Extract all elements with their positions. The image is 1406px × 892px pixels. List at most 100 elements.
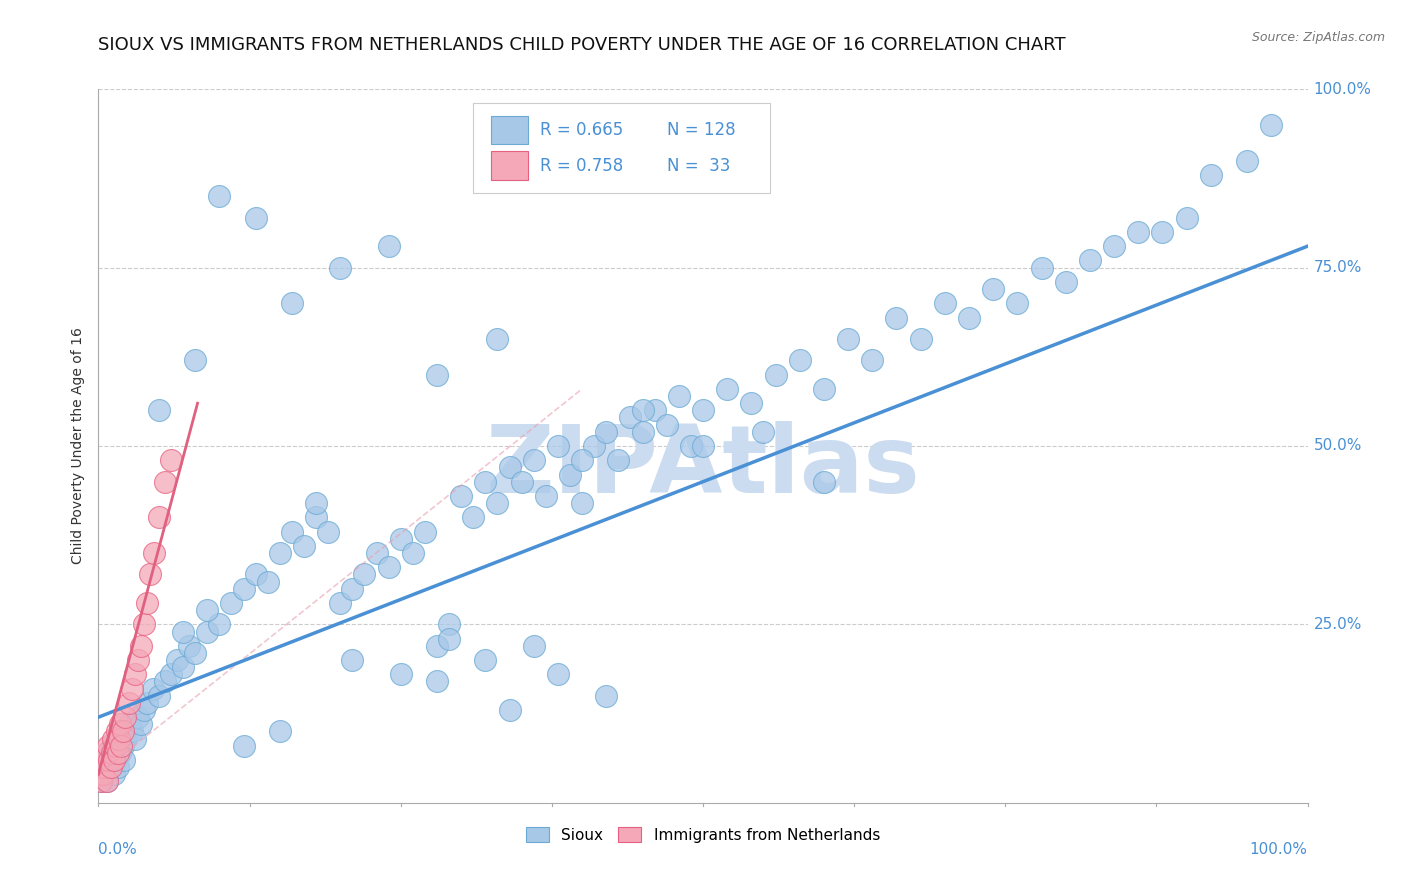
- Text: 25.0%: 25.0%: [1313, 617, 1362, 632]
- Point: [135, 696, 157, 710]
- Point: [195, 603, 218, 617]
- Point: [752, 425, 775, 439]
- Point: [1128, 225, 1150, 239]
- Point: [118, 717, 141, 731]
- Point: [101, 746, 124, 760]
- Point: [124, 731, 146, 746]
- Point: [1007, 296, 1029, 310]
- Text: N =  33: N = 33: [666, 157, 730, 175]
- Point: [245, 567, 267, 582]
- Point: [98, 753, 121, 767]
- Point: [107, 760, 129, 774]
- Point: [1152, 225, 1174, 239]
- Point: [179, 639, 201, 653]
- Point: [607, 453, 630, 467]
- Point: [101, 731, 124, 746]
- Point: [463, 510, 485, 524]
- Point: [269, 546, 291, 560]
- Point: [96, 774, 118, 789]
- Point: [957, 310, 980, 325]
- Point: [121, 681, 143, 696]
- Text: 100.0%: 100.0%: [1250, 842, 1308, 857]
- Point: [305, 496, 328, 510]
- Point: [97, 746, 120, 760]
- Point: [389, 532, 412, 546]
- Point: [184, 646, 207, 660]
- Point: [129, 717, 152, 731]
- Point: [1054, 275, 1077, 289]
- Point: [426, 674, 449, 689]
- Point: [97, 739, 120, 753]
- Point: [523, 639, 546, 653]
- Point: [103, 753, 125, 767]
- Point: [108, 746, 131, 760]
- Point: [91, 753, 114, 767]
- Point: [93, 767, 115, 781]
- Point: [886, 310, 908, 325]
- Point: [366, 546, 388, 560]
- Point: [342, 653, 364, 667]
- Point: [100, 753, 122, 767]
- Legend: Sioux, Immigrants from Netherlands: Sioux, Immigrants from Netherlands: [520, 821, 886, 848]
- Text: 50.0%: 50.0%: [1313, 439, 1362, 453]
- FancyBboxPatch shape: [474, 103, 769, 193]
- Point: [1260, 118, 1282, 132]
- Point: [692, 439, 714, 453]
- Point: [426, 639, 449, 653]
- Point: [558, 467, 581, 482]
- Point: [134, 703, 156, 717]
- Point: [619, 410, 641, 425]
- Point: [389, 667, 412, 681]
- Point: [114, 731, 136, 746]
- Point: [498, 703, 520, 717]
- Point: [668, 389, 690, 403]
- Point: [93, 760, 115, 774]
- Point: [127, 653, 149, 667]
- Point: [305, 510, 328, 524]
- Point: [91, 774, 114, 789]
- Point: [139, 567, 162, 582]
- Text: N = 128: N = 128: [666, 121, 735, 139]
- Point: [595, 425, 617, 439]
- Point: [1078, 253, 1101, 268]
- Point: [934, 296, 956, 310]
- Point: [172, 624, 194, 639]
- Point: [342, 582, 364, 596]
- Point: [118, 696, 141, 710]
- Point: [104, 753, 127, 767]
- Point: [329, 596, 352, 610]
- Point: [981, 282, 1004, 296]
- Point: [353, 567, 375, 582]
- Point: [813, 382, 835, 396]
- Point: [631, 425, 654, 439]
- Point: [110, 739, 132, 753]
- Point: [108, 731, 131, 746]
- Point: [765, 368, 787, 382]
- Text: Source: ZipAtlas.com: Source: ZipAtlas.com: [1251, 31, 1385, 45]
- Text: ZIPAtlas: ZIPAtlas: [485, 421, 921, 514]
- Point: [111, 724, 134, 739]
- Point: [692, 403, 714, 417]
- Point: [148, 689, 170, 703]
- Text: 0.0%: 0.0%: [98, 842, 138, 857]
- Point: [679, 439, 702, 453]
- Point: [644, 403, 666, 417]
- Point: [184, 353, 207, 368]
- Point: [437, 632, 460, 646]
- Point: [121, 724, 143, 739]
- Point: [135, 596, 157, 610]
- Point: [547, 439, 569, 453]
- Point: [1236, 153, 1258, 168]
- Point: [91, 760, 114, 774]
- Point: [1102, 239, 1125, 253]
- Point: [571, 496, 593, 510]
- Point: [450, 489, 472, 503]
- Point: [716, 382, 738, 396]
- Point: [426, 368, 449, 382]
- Point: [486, 496, 509, 510]
- Point: [134, 617, 156, 632]
- Point: [172, 660, 194, 674]
- Point: [1199, 168, 1222, 182]
- Point: [402, 546, 425, 560]
- Point: [510, 475, 533, 489]
